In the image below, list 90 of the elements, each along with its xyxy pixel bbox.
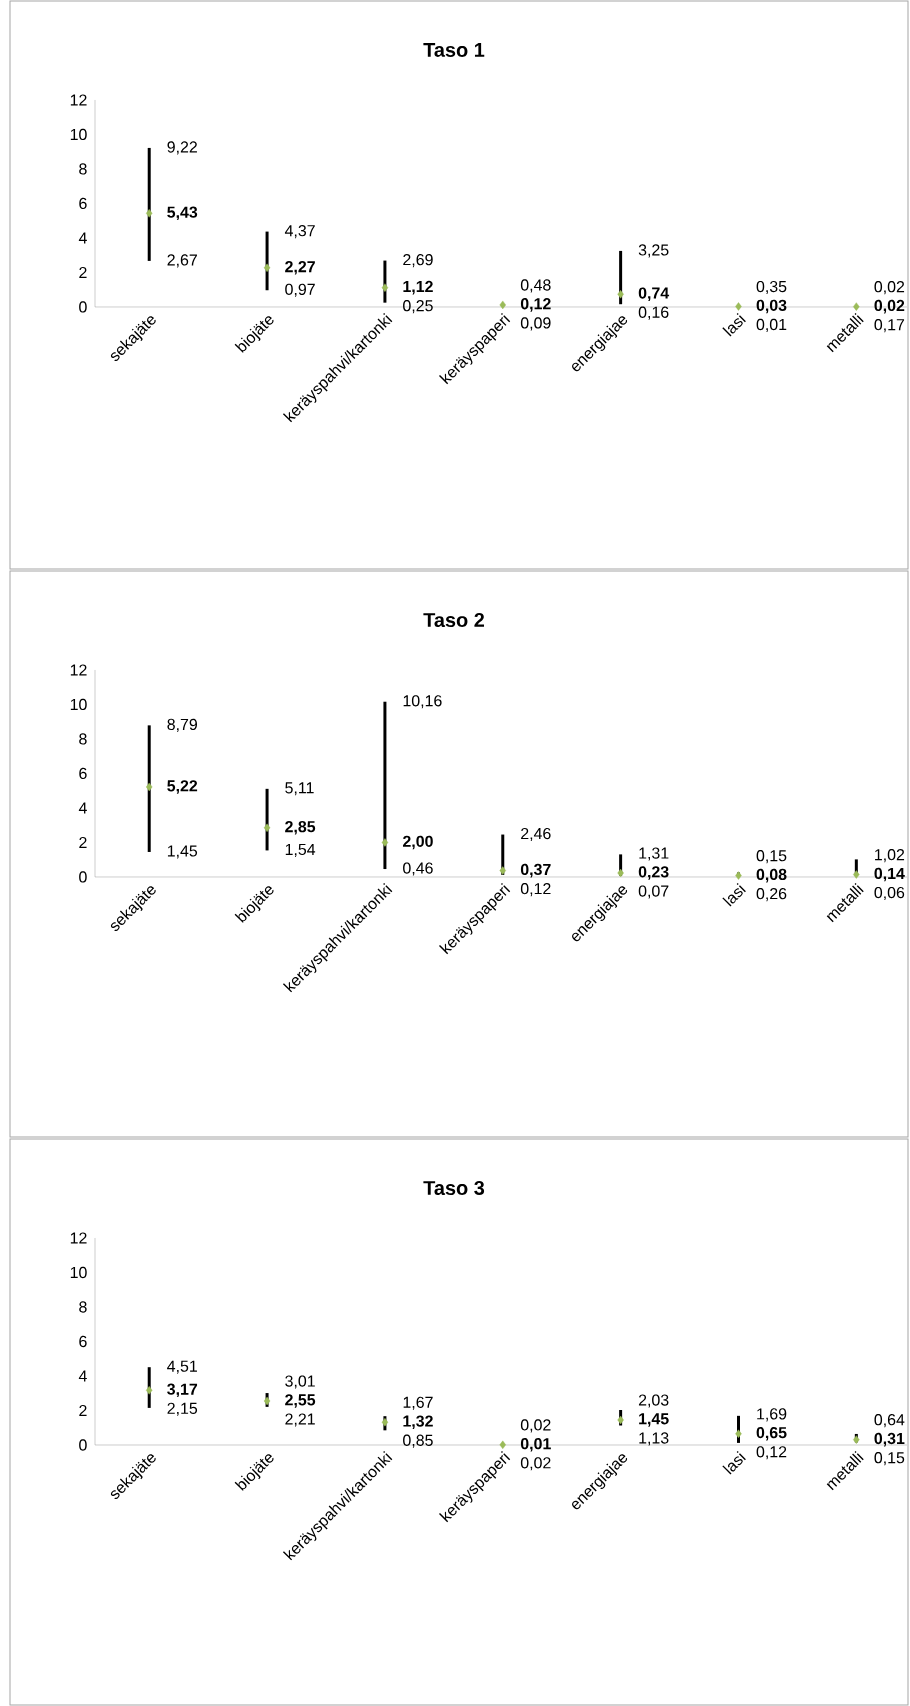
y-tick-label: 2 [79, 266, 87, 279]
annotation: 2,46 [521, 827, 551, 842]
annotation: 0,85 [402, 1434, 433, 1448]
y-tick-label: 8 [79, 163, 87, 175]
annotation: 1,02 [874, 849, 904, 863]
y-tick-label: 0 [79, 871, 87, 883]
data-label: 0,01 [520, 1438, 551, 1452]
annotation: 0,64 [874, 1414, 905, 1428]
y-tick-label: 2 [79, 1404, 87, 1417]
annotation: 0,02 [874, 281, 904, 295]
data-label: 0,37 [520, 863, 551, 878]
annotation: 0,25 [402, 300, 433, 314]
y-tick-label: 0 [79, 301, 87, 313]
annotation: 1,45 [167, 845, 197, 859]
annotation: 0,97 [285, 283, 315, 297]
text: 0,06 [874, 886, 905, 901]
y-tick-label: 4 [78, 1370, 87, 1382]
annotation: 8,79 [167, 718, 197, 732]
data-label: 0,23 [638, 866, 669, 880]
y-tick-label: 6 [79, 1335, 87, 1348]
y-tick-label: 4 [78, 802, 87, 814]
annotation: 0,16 [638, 306, 669, 320]
y-tick-label: 4 [78, 232, 87, 244]
annotation: 0,48 [520, 279, 551, 293]
chart-title: Taso 1 [423, 43, 485, 57]
data-label: 2,27 [285, 261, 315, 275]
y-tick-label: 10 [70, 128, 87, 141]
data-label: 1,45 [639, 1413, 669, 1427]
y-tick-label: 12 [70, 1232, 87, 1244]
x-tick-label: lasi [722, 1450, 746, 1475]
y-tick-label: 12 [70, 664, 87, 676]
data-label: 1,12 [403, 280, 433, 295]
annotation: 3,25 [638, 244, 669, 258]
data-label: 2,00 [402, 835, 433, 850]
annotation: 0,46 [402, 862, 433, 876]
text: 0,09 [520, 317, 551, 331]
data-label: 0,12 [520, 298, 551, 312]
annotation: 4,51 [167, 1360, 197, 1374]
y-tick-label: 6 [79, 197, 87, 210]
annotation: 1,54 [285, 843, 316, 857]
text: 0,01 [756, 318, 787, 333]
annotation: 1,31 [639, 847, 669, 861]
data-label: 0,02 [874, 299, 905, 314]
text: 0,26 [756, 888, 787, 902]
annotation: 1,13 [639, 1432, 669, 1446]
annotation: 2,67 [167, 254, 197, 268]
annotation: 0,15 [756, 850, 787, 864]
data-label: 2,55 [285, 1394, 316, 1408]
annotation: 1,69 [757, 1408, 787, 1422]
annotation: 5,11 [285, 782, 314, 796]
y-tick-label: 8 [79, 733, 87, 745]
annotation: 2,21 [285, 1413, 315, 1427]
y-tick-label: 10 [70, 698, 87, 711]
y-tick-label: 6 [79, 767, 87, 780]
data-label: 0,65 [756, 1426, 787, 1441]
annotation: 4,37 [284, 225, 315, 239]
data-label: 5,43 [167, 206, 198, 221]
annotation: 3,01 [285, 1375, 315, 1389]
text: 0,02 [520, 1457, 551, 1471]
annotation: 10,16 [403, 695, 442, 709]
annotation: 0,35 [756, 280, 787, 295]
text: 0,15 [874, 1452, 905, 1466]
y-tick-label: 8 [79, 1301, 87, 1313]
x-tick-label: lasi [722, 312, 746, 337]
y-tick-label: 0 [79, 1439, 87, 1451]
data-label: 5,22 [167, 780, 198, 794]
annotation: 0,02 [520, 1419, 551, 1433]
y-tick-label: 10 [70, 1266, 87, 1279]
annotation: 2,69 [403, 253, 433, 268]
data-label: 1,32 [403, 1415, 433, 1430]
data-label: 0,74 [638, 287, 669, 302]
annotation: 9,22 [167, 141, 197, 155]
text: 0,07 [638, 885, 669, 899]
data-label: 0,03 [756, 299, 787, 314]
text: 0,12 [756, 1446, 787, 1460]
y-tick-label: 12 [70, 94, 87, 106]
text: 0,17 [874, 319, 904, 333]
y-tick-label: 2 [79, 836, 87, 849]
data-label: 0,14 [874, 867, 905, 882]
annotation: 2,03 [638, 1394, 669, 1408]
text: 0,12 [520, 882, 551, 897]
data-label: 2,85 [285, 821, 316, 835]
chart-title: Taso 3 [423, 1180, 485, 1196]
x-tick-label: lasi [722, 882, 746, 907]
data-label: 3,17 [167, 1383, 197, 1398]
annotation: 2,15 [167, 1402, 197, 1416]
data-label: 0,31 [874, 1432, 905, 1447]
chart-title: Taso 2 [423, 612, 484, 628]
data-label: 0,08 [756, 868, 787, 883]
annotation: 1,67 [403, 1396, 433, 1410]
